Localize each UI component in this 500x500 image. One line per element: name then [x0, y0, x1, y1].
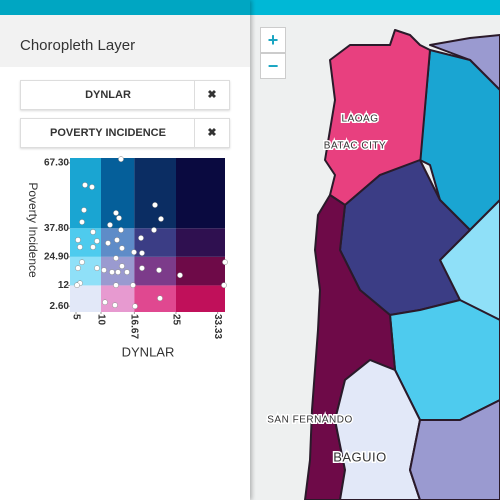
field-chip[interactable]: POVERTY INCIDENCE ✖	[20, 118, 230, 148]
point	[158, 216, 164, 222]
point	[94, 265, 100, 271]
point	[156, 267, 162, 273]
point	[75, 265, 81, 271]
point	[113, 282, 119, 289]
point	[90, 229, 96, 235]
point	[101, 267, 107, 273]
point	[75, 237, 81, 243]
point	[112, 302, 118, 308]
y-tick-label: 24.90	[44, 251, 69, 262]
x-tick-label: 10	[95, 314, 106, 326]
point	[90, 244, 96, 250]
place-label: LAOAG	[342, 114, 379, 125]
point	[124, 269, 130, 275]
legend-cell	[70, 285, 101, 312]
field-label: POVERTY INCIDENCE	[50, 127, 166, 139]
legend-cell	[70, 158, 101, 229]
remove-button[interactable]: ✖	[194, 81, 229, 109]
legend-cell	[176, 256, 225, 286]
y-axis-label: Poverty Incidence	[26, 182, 40, 278]
point	[151, 227, 157, 233]
point	[79, 259, 85, 265]
point	[82, 182, 88, 188]
side-panel: Choropleth Layer DYNLAR ✖ POVERTY INCIDE…	[0, 0, 250, 360]
region	[409, 399, 500, 500]
point	[152, 202, 158, 208]
point	[177, 272, 183, 279]
x-axis-label: DYNLAR	[122, 344, 175, 359]
point	[222, 259, 228, 265]
point	[79, 219, 85, 225]
legend-cell	[176, 285, 225, 312]
x-tick-label: 33.33	[212, 314, 223, 339]
x-tick-label: 5	[70, 314, 81, 320]
y-tick-label: 37.80	[44, 223, 69, 234]
x-tick-label: 25	[170, 314, 181, 326]
bivariate-legend: 2.60 12 24.90 37.80 67.30 5 10 16.67 25 33.33 DYNL…	[26, 156, 228, 359]
zoom-in-button[interactable]: +	[260, 27, 286, 53]
legend-cell	[101, 285, 135, 312]
point	[119, 263, 125, 269]
top-bar	[250, 0, 500, 15]
regions	[304, 29, 500, 500]
point	[116, 215, 122, 221]
panel-title: Choropleth Layer	[20, 37, 136, 54]
place-label: BATAC CITY	[324, 141, 386, 152]
x-tick-label: 16.67	[129, 314, 140, 339]
panel-header: Choropleth Layer	[0, 15, 250, 67]
point	[94, 238, 100, 244]
legend-cell	[176, 158, 225, 229]
legend-cell	[70, 256, 101, 286]
point	[138, 235, 144, 241]
point	[105, 240, 111, 246]
point	[118, 227, 124, 233]
point	[77, 244, 83, 250]
legend-cell	[176, 228, 225, 257]
point	[89, 184, 95, 190]
remove-button[interactable]: ✖	[194, 119, 229, 147]
point	[132, 303, 138, 310]
point	[139, 250, 145, 256]
point	[119, 245, 125, 252]
point	[113, 210, 119, 216]
point	[107, 222, 113, 228]
y-tick-label: 67.30	[44, 158, 69, 169]
point	[102, 299, 108, 306]
point	[130, 282, 136, 289]
point	[74, 282, 80, 289]
point	[118, 156, 124, 162]
legend-cell	[134, 256, 176, 286]
place-label: SAN FERNANDO	[267, 415, 352, 426]
point	[139, 265, 145, 271]
region	[324, 29, 431, 206]
legend-cell	[134, 285, 176, 312]
point	[114, 237, 120, 243]
place-label: BAGUIO	[333, 449, 387, 464]
point	[113, 255, 119, 262]
legend-cell	[134, 158, 176, 229]
point	[157, 295, 163, 302]
zoom-out-button[interactable]: −	[260, 53, 286, 79]
field-chip[interactable]: DYNLAR ✖	[20, 80, 230, 110]
point	[115, 269, 121, 275]
point	[221, 282, 227, 289]
point	[109, 269, 115, 275]
point	[81, 207, 87, 213]
top-bar	[0, 0, 250, 15]
y-tick-label: 12	[58, 280, 70, 291]
point	[131, 249, 137, 256]
y-tick-label: 2.60	[50, 301, 70, 312]
map-labels: LAOAG BATAC CITY SAN FERNANDO BAGUIO	[266, 112, 388, 466]
field-label: DYNLAR	[85, 89, 131, 101]
